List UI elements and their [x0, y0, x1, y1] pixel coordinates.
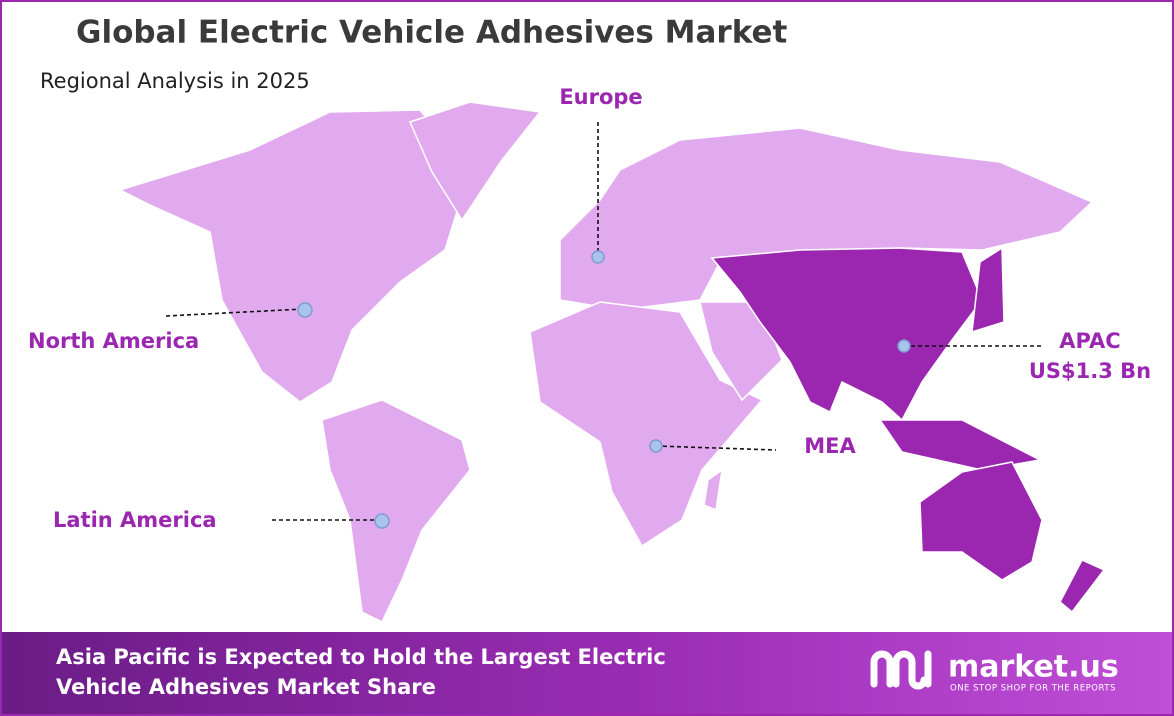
region-label: North America [28, 329, 199, 353]
leader-line [655, 445, 777, 451]
australia [919, 461, 1043, 581]
region-value: US$1.3 Bn [1029, 359, 1151, 383]
marker [297, 302, 313, 318]
greenland [408, 101, 542, 222]
footer-text: Vehicle Adhesives Market Share [56, 675, 436, 699]
north-america [117, 109, 471, 403]
eurasia [559, 127, 1094, 311]
footer-text: Asia Pacific is Expected to Hold the Lar… [56, 645, 666, 669]
region-label: Latin America [53, 508, 217, 532]
marker [374, 513, 390, 529]
africa [529, 301, 764, 548]
world-map [117, 101, 1106, 624]
south-america [321, 399, 471, 624]
marker [897, 339, 911, 353]
marker [591, 250, 605, 264]
footer: Asia Pacific is Expected to Hold the Lar… [2, 632, 1172, 714]
marker [649, 439, 663, 453]
region-label: Europe [559, 85, 642, 109]
new-zealand [1059, 559, 1106, 614]
title: Global Electric Vehicle Adhesives Market [76, 15, 788, 51]
footer-band [2, 632, 1172, 714]
brand-name: market.us [948, 650, 1119, 685]
subtitle: Regional Analysis in 2025 [40, 69, 310, 93]
brand-tagline: ONE STOP SHOP FOR THE REPORTS [950, 684, 1116, 694]
region-label: APAC [1059, 329, 1120, 353]
logo-mark [870, 650, 932, 690]
brand-logo: market.us ONE STOP SHOP FOR THE REPORTS [870, 650, 1119, 694]
leader-line [165, 308, 305, 317]
madagascar [703, 468, 724, 512]
asia-mainland [710, 247, 983, 422]
region-label: MEA [804, 434, 856, 458]
japan [971, 246, 1005, 334]
callouts: Europe North America APAC US$1.3 Bn MEA … [28, 85, 1151, 532]
